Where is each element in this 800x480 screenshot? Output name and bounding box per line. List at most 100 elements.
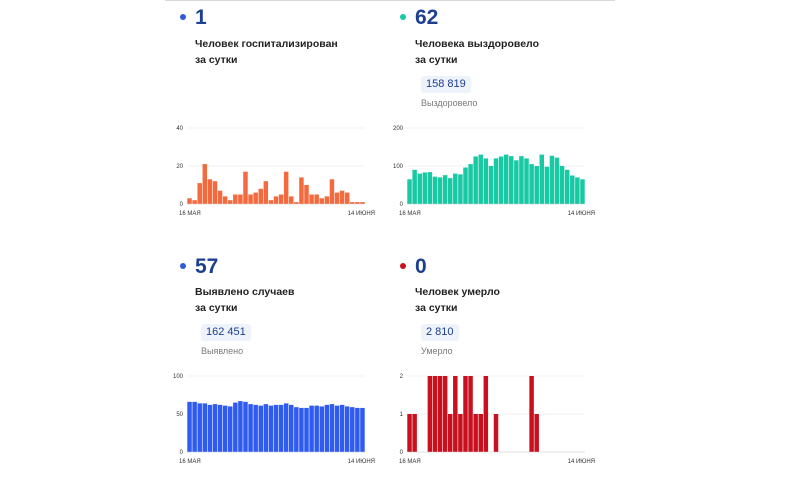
- bar: [355, 202, 360, 204]
- bar: [324, 196, 330, 204]
- top-divider: [165, 0, 615, 1]
- bar: [360, 202, 365, 204]
- bar: [238, 194, 243, 204]
- y-tick-label: 0: [400, 450, 404, 456]
- y-tick-label: 1: [400, 412, 404, 418]
- bar: [278, 194, 284, 204]
- bar: [207, 179, 213, 204]
- bar: [344, 192, 350, 204]
- bar: [355, 407, 360, 452]
- bar: [544, 166, 550, 204]
- bar: [360, 407, 365, 452]
- bar: [483, 158, 489, 204]
- y-tick-label: 50: [176, 412, 183, 418]
- bar: [427, 376, 433, 452]
- bar: [278, 404, 284, 452]
- x-end-label: 14 ИЮНЯ: [568, 211, 595, 217]
- y-tick-label: 0: [180, 450, 184, 456]
- bar: [212, 181, 218, 204]
- bar: [493, 414, 499, 452]
- bar: [463, 376, 468, 452]
- deaths-count: 0: [415, 255, 427, 278]
- bar: [197, 403, 202, 452]
- bar: [227, 200, 233, 204]
- x-start-label: 16 МАЯ: [179, 459, 201, 465]
- y-tick-label: 0: [400, 202, 404, 208]
- bar: [412, 169, 417, 204]
- bar: [575, 177, 580, 204]
- card-recovered: 62 Человека выздоровело за сутки 158 819…: [385, 0, 605, 230]
- bar: [437, 177, 443, 204]
- hospitalized-count: 1: [195, 6, 207, 29]
- x-end-label: 14 ИЮНЯ: [348, 211, 375, 217]
- deaths-total: 2 810: [421, 324, 459, 341]
- bar: [268, 200, 274, 204]
- bar: [417, 173, 422, 204]
- bar: [334, 192, 340, 204]
- bar: [299, 407, 304, 452]
- recovered-total: 158 819: [421, 76, 471, 93]
- bar: [253, 192, 258, 204]
- bar: [483, 376, 489, 452]
- bar: [283, 403, 289, 452]
- bar: [304, 185, 309, 204]
- deaths-caption-line1: Человек умерло: [415, 286, 500, 298]
- bar: [539, 154, 545, 204]
- bar: [437, 376, 443, 452]
- x-end-label: 14 ИЮНЯ: [568, 459, 595, 465]
- bar: [519, 156, 524, 204]
- bar: [233, 194, 238, 204]
- bar: [468, 164, 473, 204]
- cases-chart: 0 50 100 16 МАЯ 14 ИЮНЯ: [173, 374, 375, 465]
- x-end-label: 14 ИЮНЯ: [348, 459, 375, 465]
- hospitalized-caption-line2: за сутки: [195, 54, 238, 66]
- bar: [344, 406, 350, 452]
- bar: [253, 404, 258, 452]
- bar: [570, 175, 575, 204]
- bullet-marker: [180, 14, 186, 20]
- bar: [217, 190, 223, 204]
- bar: [187, 198, 192, 204]
- bar: [294, 407, 299, 452]
- bar: [309, 405, 314, 452]
- x-start-label: 16 МАЯ: [179, 211, 201, 217]
- bar: [319, 198, 325, 204]
- x-start-label: 16 МАЯ: [399, 459, 421, 465]
- bar: [233, 402, 238, 452]
- bar: [473, 414, 478, 452]
- bar: [422, 172, 428, 204]
- card-cases: 57 Выявлено случаев за сутки 162 451 Выя…: [165, 248, 385, 478]
- bar: [289, 404, 294, 452]
- bar: [207, 404, 213, 452]
- bar: [314, 405, 319, 452]
- bar: [222, 196, 228, 204]
- x-start-label: 16 МАЯ: [399, 211, 421, 217]
- bar: [453, 173, 458, 204]
- bar: [498, 156, 504, 204]
- bar: [458, 414, 463, 452]
- bar: [192, 200, 197, 204]
- hospitalized-caption-line1: Человек госпитализирован: [195, 38, 338, 50]
- bar: [217, 404, 223, 452]
- cases-caption-line1: Выявлено случаев: [195, 286, 295, 298]
- bar: [324, 404, 330, 452]
- bar: [442, 175, 448, 204]
- y-tick-label: 20: [176, 164, 183, 170]
- bar: [263, 404, 269, 452]
- bar: [442, 376, 448, 452]
- bar: [187, 401, 192, 452]
- bullet-marker: [400, 14, 406, 20]
- bar: [493, 158, 499, 204]
- bar: [289, 196, 294, 204]
- bar: [447, 178, 453, 204]
- bar: [554, 157, 560, 204]
- bar: [243, 401, 248, 452]
- bar: [350, 407, 355, 452]
- deaths-chart: 0 1 2 16 МАЯ 14 ИЮНЯ: [399, 374, 595, 465]
- bar: [299, 177, 304, 204]
- bar: [524, 158, 529, 204]
- recovered-caption-line1: Человека выздоровело: [415, 38, 539, 50]
- bar: [283, 171, 289, 204]
- bar: [407, 414, 412, 452]
- bar: [273, 404, 279, 452]
